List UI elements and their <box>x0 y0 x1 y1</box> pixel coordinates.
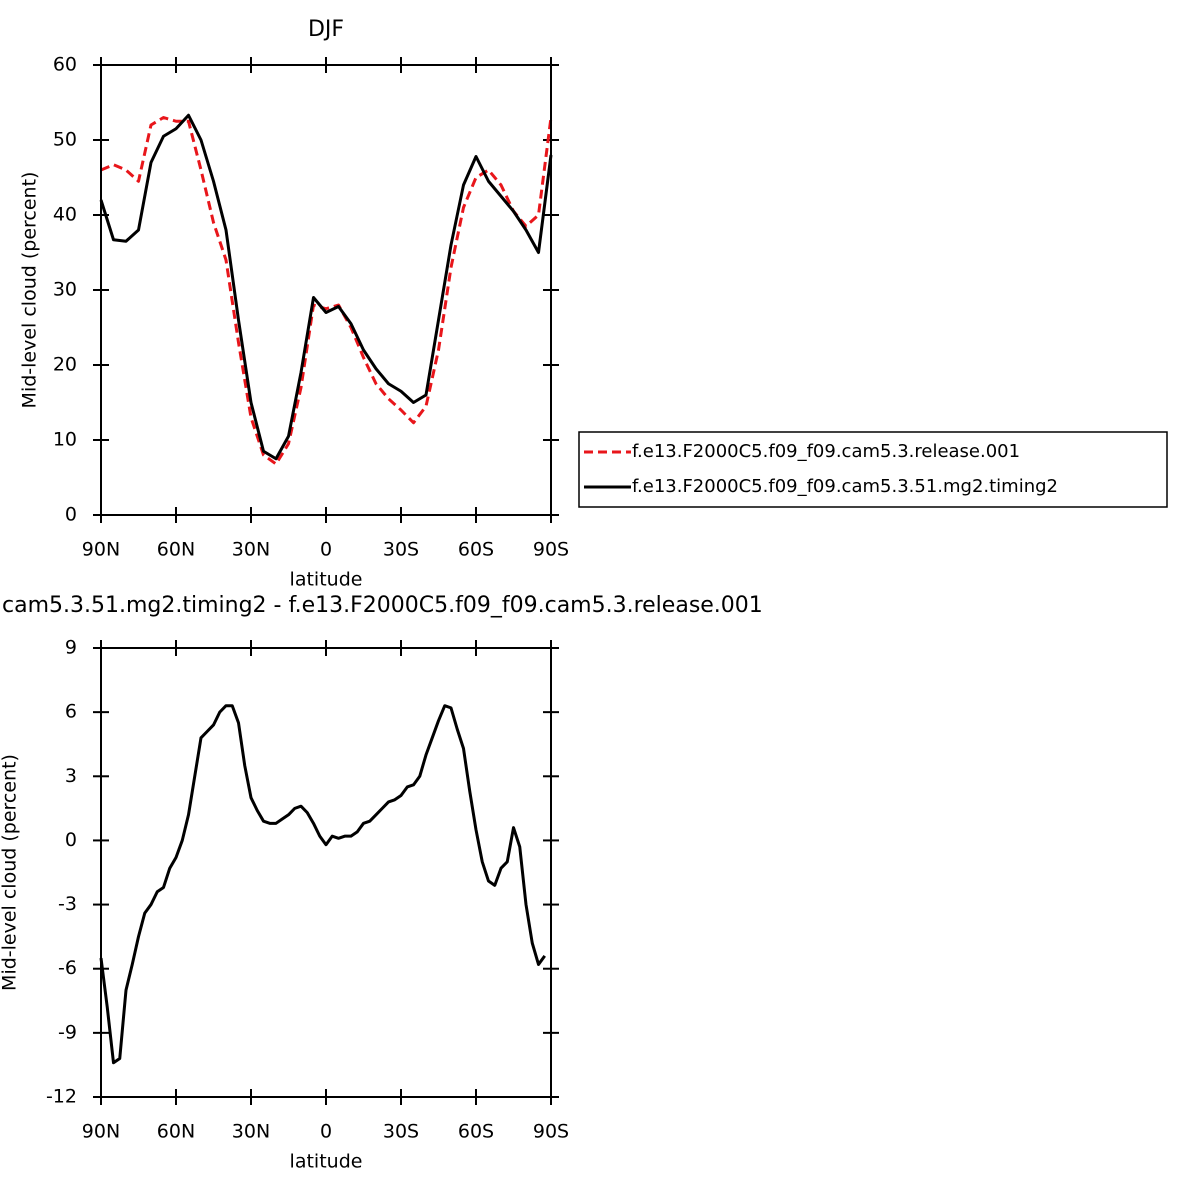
x-tick-label: 90S <box>533 1121 569 1143</box>
x-tick-label: 30S <box>383 1121 419 1143</box>
y-tick-label: 40 <box>53 204 77 226</box>
legend-box <box>578 431 1168 508</box>
x-tick-label: 90N <box>82 1121 120 1143</box>
y-tick-label: -3 <box>58 893 77 915</box>
x-tick-label: 0 <box>320 1121 332 1143</box>
x-axis-label: latitude <box>290 569 363 591</box>
x-tick-label: 90S <box>533 539 569 561</box>
y-tick-label: 0 <box>65 504 77 526</box>
data-line <box>100 116 553 466</box>
y-tick-label: 0 <box>65 829 77 851</box>
x-axis-label: latitude <box>290 1151 363 1173</box>
x-tick-label: 30N <box>232 539 270 561</box>
y-tick-label: 3 <box>65 765 77 787</box>
y-tick-label: -6 <box>58 957 77 979</box>
x-tick-label: 60N <box>157 1121 195 1143</box>
y-tick-label: 9 <box>65 637 77 659</box>
y-tick-label: 6 <box>65 701 77 723</box>
x-tick-label: 30S <box>383 539 419 561</box>
y-tick-label: 60 <box>53 54 77 76</box>
x-tick-label: 30N <box>232 1121 270 1143</box>
y-tick-label: -9 <box>58 1021 77 1043</box>
data-line <box>99 113 553 461</box>
y-tick-label: -12 <box>46 1086 77 1108</box>
data-line <box>99 704 546 1065</box>
plot-frame <box>100 64 552 516</box>
y-tick-label: 20 <box>53 354 77 376</box>
y-tick-label: 50 <box>53 129 77 151</box>
y-axis-label: Mid-level cloud (percent) <box>19 172 41 409</box>
y-tick-label: 30 <box>53 279 77 301</box>
y-tick-label: 10 <box>53 429 77 451</box>
x-tick-label: 60S <box>458 1121 494 1143</box>
x-tick-label: 90N <box>82 539 120 561</box>
chart-title: DJF <box>308 17 344 42</box>
y-axis-label: Mid-level cloud (percent) <box>0 754 21 991</box>
chart-title: cam5.3.51.mg2.timing2 - f.e13.F2000C5.f0… <box>2 593 763 618</box>
plot-frame <box>100 647 552 1098</box>
legend-label: f.e13.F2000C5.f09_f09.cam5.3.51.mg2.timi… <box>632 476 1058 497</box>
legend-label: f.e13.F2000C5.f09_f09.cam5.3.release.001 <box>632 441 1020 462</box>
x-tick-label: 60N <box>157 539 195 561</box>
x-tick-label: 60S <box>458 539 494 561</box>
x-tick-label: 0 <box>320 539 332 561</box>
